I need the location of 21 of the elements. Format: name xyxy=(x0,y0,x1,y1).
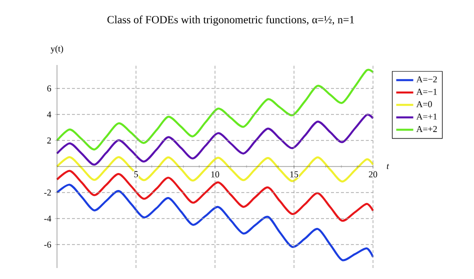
x-tick-label: 15 xyxy=(290,171,298,178)
legend-label: A=0 xyxy=(416,101,432,108)
legend-label: A=+1 xyxy=(416,114,437,120)
x-tick-label: 20 xyxy=(368,171,378,178)
legend-label: A=−1 xyxy=(416,88,437,95)
y-tick-label: 4 xyxy=(47,111,52,118)
y-tick-label: -4 xyxy=(44,216,52,222)
legend-label: A=−2 xyxy=(416,76,437,82)
chart-title: Class of FODEs with trigonometric functions, α=½, n=1 xyxy=(107,16,354,26)
y-tick-label: 6 xyxy=(47,85,52,92)
x-tick-label: 10 xyxy=(211,171,220,178)
legend-label: A=+2 xyxy=(416,126,437,132)
line-series xyxy=(56,184,374,262)
y-axis-title: y(t) xyxy=(50,45,64,54)
line-series xyxy=(56,114,374,166)
y-tick-label: 2 xyxy=(47,138,51,144)
line-series xyxy=(56,68,374,150)
y-tick-label: -2 xyxy=(44,190,51,196)
x-axis-title: t xyxy=(386,164,390,170)
y-tick-label: -6 xyxy=(44,242,52,248)
x-tick-label: 5 xyxy=(134,171,138,178)
